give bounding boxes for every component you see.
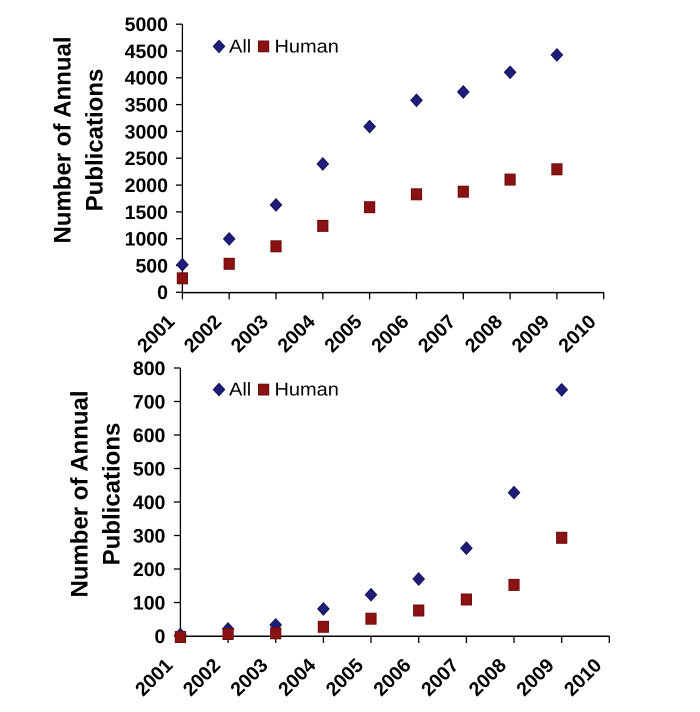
- svg-text:All: All: [229, 35, 251, 56]
- svg-text:Number of Annual: Number of Annual: [50, 36, 77, 243]
- svg-text:200: 200: [133, 559, 166, 581]
- svg-text:Publications: Publications: [99, 423, 126, 566]
- svg-text:4500: 4500: [125, 41, 169, 63]
- svg-text:All: All: [229, 378, 251, 399]
- svg-text:400: 400: [133, 492, 166, 514]
- svg-text:0: 0: [155, 626, 166, 648]
- svg-text:Human: Human: [275, 378, 339, 399]
- svg-text:500: 500: [133, 458, 166, 480]
- svg-text:500: 500: [135, 255, 168, 277]
- svg-text:800: 800: [133, 358, 166, 380]
- svg-text:Number of Annual: Number of Annual: [67, 390, 94, 597]
- svg-text:Human: Human: [275, 35, 339, 56]
- svg-text:600: 600: [133, 425, 166, 447]
- svg-text:3500: 3500: [125, 95, 169, 117]
- svg-text:3000: 3000: [125, 121, 169, 143]
- svg-text:300: 300: [133, 525, 166, 547]
- svg-text:5000: 5000: [125, 14, 169, 36]
- svg-text:1000: 1000: [125, 229, 169, 251]
- svg-text:4000: 4000: [125, 68, 169, 90]
- svg-text:1500: 1500: [125, 202, 169, 224]
- svg-text:2000: 2000: [125, 175, 169, 197]
- svg-text:100: 100: [133, 592, 166, 614]
- svg-text:0: 0: [157, 282, 168, 304]
- svg-text:Publications: Publications: [82, 69, 109, 212]
- svg-text:700: 700: [133, 391, 166, 413]
- svg-text:2500: 2500: [125, 148, 169, 170]
